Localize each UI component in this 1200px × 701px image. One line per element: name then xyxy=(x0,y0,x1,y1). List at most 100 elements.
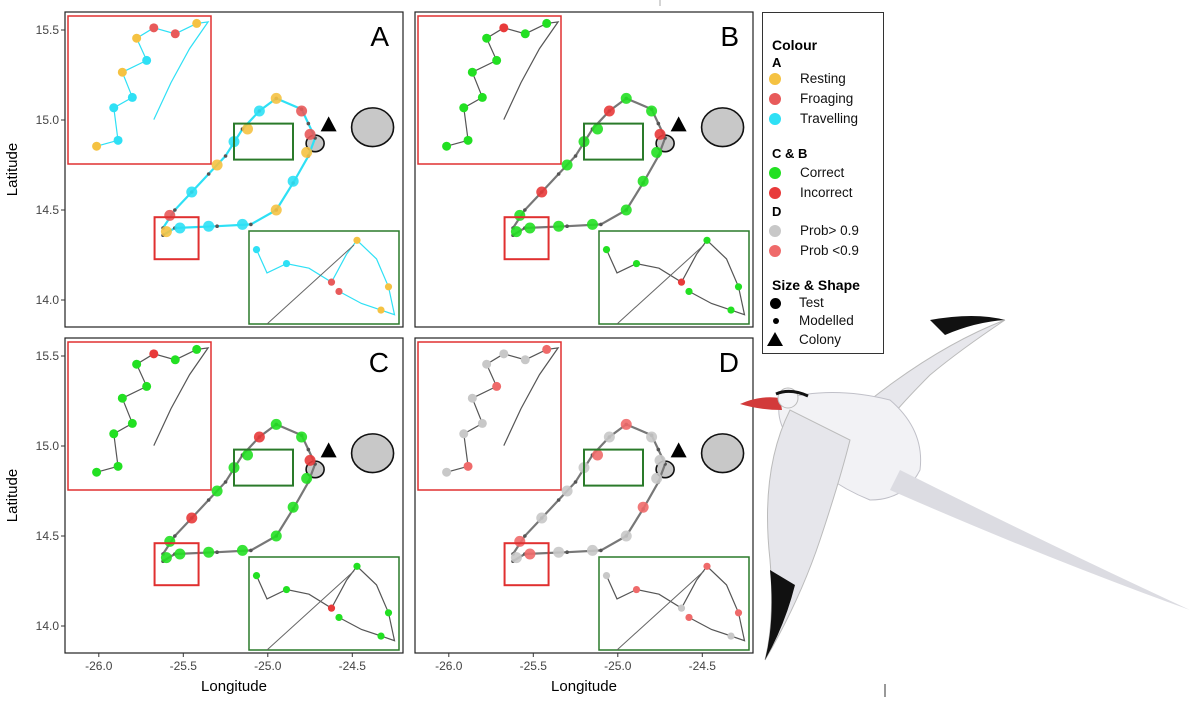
inset-red-point xyxy=(192,344,202,354)
inset-green-point xyxy=(703,236,711,244)
test-point xyxy=(654,454,666,466)
test-point xyxy=(510,226,522,238)
inset-green-point xyxy=(677,604,686,612)
inset-green-point xyxy=(335,287,343,296)
inset-green-point xyxy=(282,585,291,594)
y-axis-label: Latitude xyxy=(4,469,21,522)
modelled-point xyxy=(206,172,211,176)
zoom-box-red xyxy=(153,542,200,587)
modelled-point xyxy=(223,480,228,484)
foraging-swatch xyxy=(769,93,781,105)
incorrect-swatch xyxy=(769,187,781,199)
legend: Colour A Resting Froaging Travelling C &… xyxy=(762,12,884,354)
modelled-point xyxy=(599,222,603,227)
inset-red-point xyxy=(492,381,502,391)
inset-red-point xyxy=(109,103,119,113)
test-point xyxy=(211,485,223,497)
test-point xyxy=(242,449,254,461)
test-point xyxy=(186,512,198,524)
inset-green-point xyxy=(252,572,261,580)
zoom-box-red xyxy=(503,542,550,587)
panel-label: C xyxy=(369,347,389,378)
test-point xyxy=(287,501,299,513)
test-point xyxy=(592,449,604,461)
test-swatch xyxy=(770,298,781,309)
inset-green-point xyxy=(327,604,336,612)
x-tick-label: -25.0 xyxy=(604,659,632,673)
island-large xyxy=(350,107,395,148)
test-point xyxy=(236,218,248,230)
inset-green-point xyxy=(252,246,261,254)
inset-green-connector xyxy=(616,570,705,651)
colony-swatch xyxy=(767,332,783,346)
test-point xyxy=(174,548,186,560)
test-point xyxy=(296,431,308,443)
tropicbird-illustration xyxy=(740,316,1190,661)
y-tick-label: 14.0 xyxy=(36,619,60,633)
inset-green-connector xyxy=(266,570,355,651)
inset-green xyxy=(248,556,400,651)
legend-colony: Colony xyxy=(799,332,842,347)
inset-red-point xyxy=(459,429,469,439)
inset-green-point xyxy=(282,259,291,268)
test-point xyxy=(203,220,215,232)
test-point xyxy=(620,530,632,542)
x-tick-label: -24.5 xyxy=(339,659,367,673)
zoom-box-green xyxy=(583,448,644,487)
inset-red-point xyxy=(459,103,469,113)
modelled-point xyxy=(599,548,603,553)
colony-marker xyxy=(320,442,337,458)
inset-red-point xyxy=(113,135,123,145)
zoom-box-green xyxy=(583,122,644,161)
inset-red-point xyxy=(463,461,473,471)
test-point xyxy=(514,535,526,547)
inset-red-point xyxy=(520,355,530,365)
inset-red-point xyxy=(477,418,487,428)
inset-red-point xyxy=(92,467,102,477)
inset-green-point xyxy=(685,287,693,296)
modelled-point xyxy=(215,224,219,228)
test-point xyxy=(304,454,316,466)
modelled-point xyxy=(523,534,527,538)
modelled-point xyxy=(573,154,578,158)
test-point xyxy=(620,418,632,430)
test-point xyxy=(586,218,598,230)
inset-red-point xyxy=(499,23,509,33)
legend-modelled: Modelled xyxy=(799,313,854,328)
panel-label: A xyxy=(370,21,389,52)
inset-green-point xyxy=(377,306,385,314)
inset-red-point xyxy=(117,67,127,77)
inset-red-point xyxy=(127,92,137,102)
test-point xyxy=(646,431,658,443)
panels-layer: A B C D xyxy=(64,11,754,654)
inset-green-connector xyxy=(266,244,355,325)
legend-title: Colour xyxy=(772,37,818,53)
test-point xyxy=(524,548,536,560)
legend-correct: Correct xyxy=(800,165,845,180)
inset-red-point xyxy=(542,18,552,28)
test-point xyxy=(603,105,615,117)
inset-green-point xyxy=(327,278,336,286)
inset-green-point xyxy=(632,259,641,268)
zoom-box-red xyxy=(503,216,550,261)
y-tick-label: 14.0 xyxy=(36,293,60,307)
test-point xyxy=(211,159,223,171)
test-point xyxy=(536,512,548,524)
modelled-point xyxy=(565,550,569,554)
travelling-swatch xyxy=(769,113,781,125)
modelled-point xyxy=(573,480,578,484)
y-axis-label: Latitude xyxy=(4,143,21,196)
legend-prob-low: Prob <0.9 xyxy=(800,243,859,258)
test-point xyxy=(301,146,313,158)
legend-section-cb: C & B xyxy=(772,146,808,161)
y-tick-label: 15.5 xyxy=(36,349,60,363)
x-tick-label: -25.5 xyxy=(520,659,548,673)
modelled-point xyxy=(656,447,661,452)
colony-marker xyxy=(670,442,687,458)
resting-swatch xyxy=(769,73,781,85)
test-point xyxy=(592,123,604,135)
legend-test: Test xyxy=(799,295,824,310)
test-point xyxy=(304,128,316,140)
test-point xyxy=(296,105,308,117)
legend-prob-high: Prob> 0.9 xyxy=(800,223,859,238)
